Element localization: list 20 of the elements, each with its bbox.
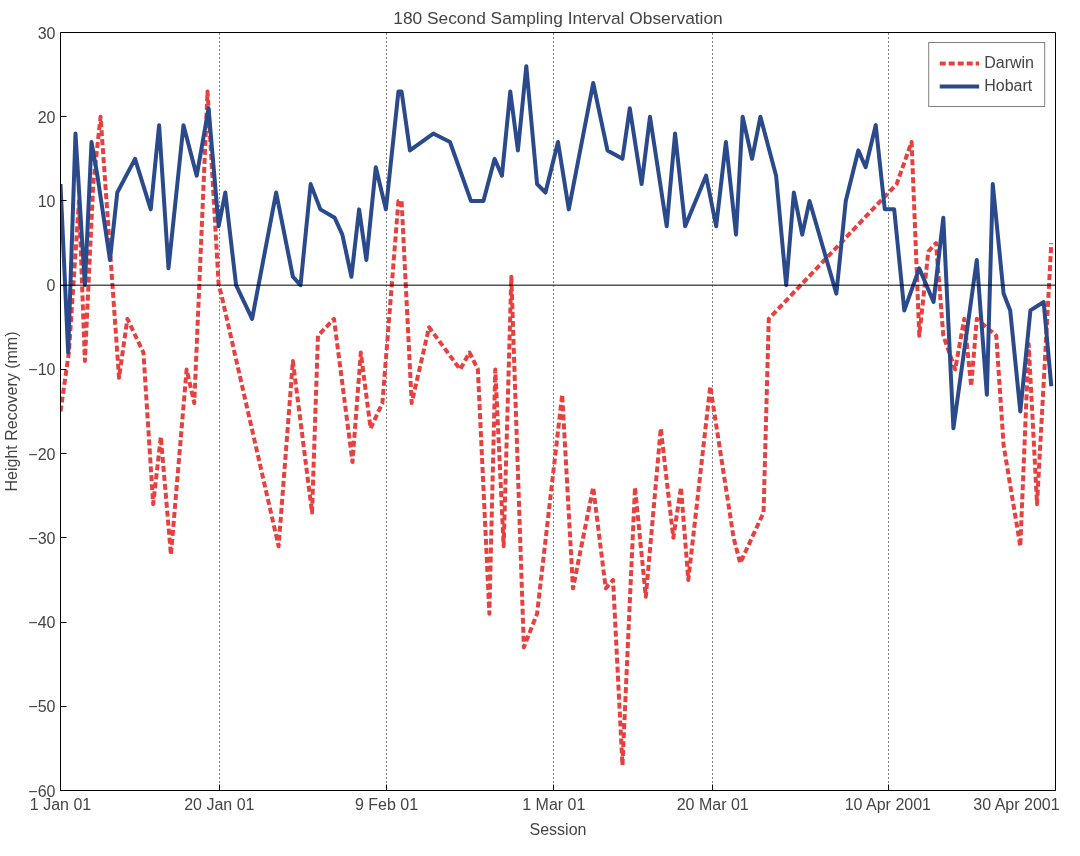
x-tick-label: 9 Feb 01 xyxy=(355,795,419,813)
x-tick-label: 20 Jan 01 xyxy=(184,795,255,813)
y-tick-label: 30 xyxy=(37,24,56,42)
chart-title: 180 Second Sampling Interval Observation xyxy=(393,7,723,28)
x-axis-title: Session xyxy=(529,820,587,838)
y-tick-label: −40 xyxy=(28,614,56,632)
x-tick-label: 20 Mar 01 xyxy=(676,795,749,813)
y-axis-title: Height Recovery (mm) xyxy=(3,331,21,492)
y-tick-label: −10 xyxy=(28,361,56,379)
y-tick-label: −50 xyxy=(28,698,56,716)
y-tick-label: 10 xyxy=(37,192,56,210)
x-tick-label: 1 Mar 01 xyxy=(522,795,586,813)
y-tick-label: 0 xyxy=(46,277,56,295)
legend-label: Darwin xyxy=(984,54,1034,72)
legend-label: Hobart xyxy=(984,77,1033,95)
y-tick-label: −30 xyxy=(28,529,56,547)
y-tick-label: −20 xyxy=(28,445,56,463)
y-tick-label: 20 xyxy=(37,108,56,126)
x-tick-label: 10 Apr 2001 xyxy=(844,795,932,813)
x-tick-label: 30 Apr 2001 xyxy=(973,795,1060,813)
